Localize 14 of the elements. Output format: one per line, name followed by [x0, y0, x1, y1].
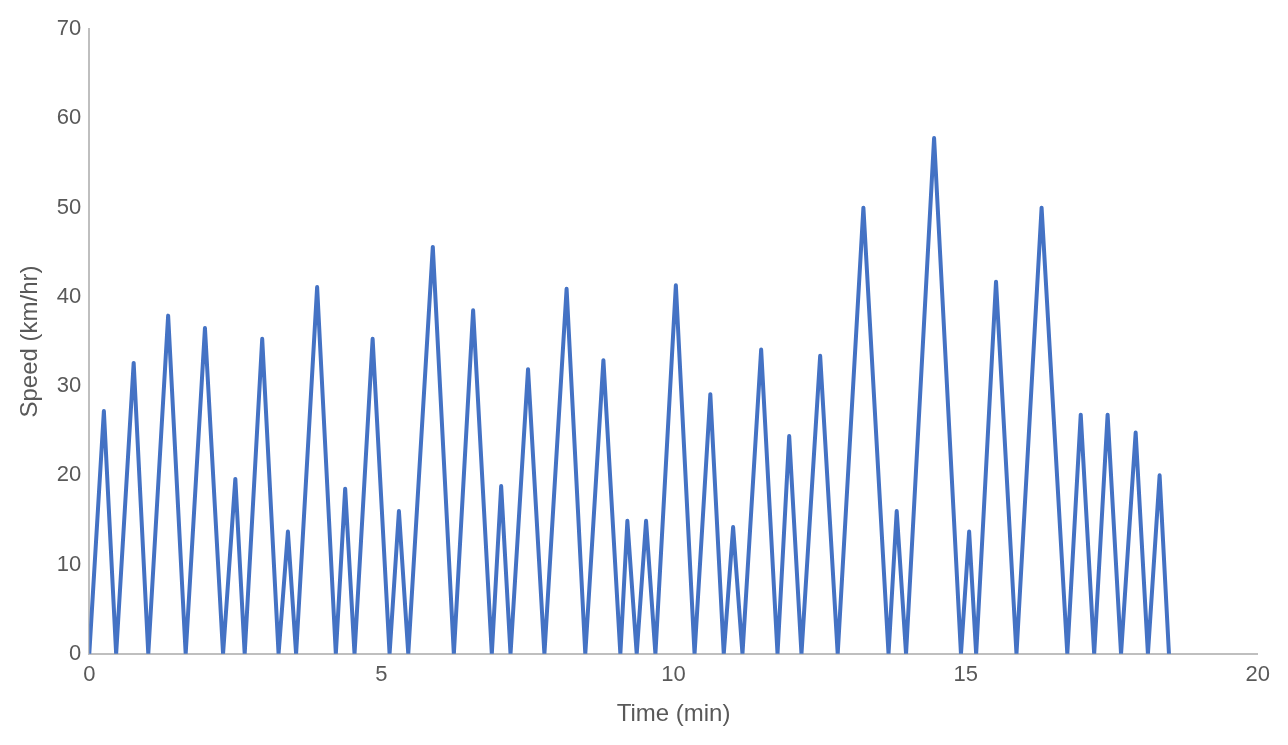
y-tick-label: 60: [56, 104, 82, 130]
y-tick-label: 30: [56, 372, 82, 398]
y-tick-label: 50: [56, 193, 82, 219]
y-tick-label: 70: [56, 15, 82, 41]
x-tick-label: 15: [953, 661, 978, 687]
x-axis-title: Time (min): [616, 699, 731, 727]
x-tick-label: 10: [661, 661, 686, 687]
x-tick-label: 20: [1245, 661, 1271, 687]
y-tick-label: 20: [56, 461, 82, 487]
y-tick-label: 0: [69, 639, 82, 665]
y-axis-title: Speed (km/hr): [15, 265, 43, 418]
y-tick-label: 40: [56, 282, 82, 308]
x-tick-label: 5: [375, 661, 388, 687]
y-tick-label: 10: [56, 550, 82, 576]
